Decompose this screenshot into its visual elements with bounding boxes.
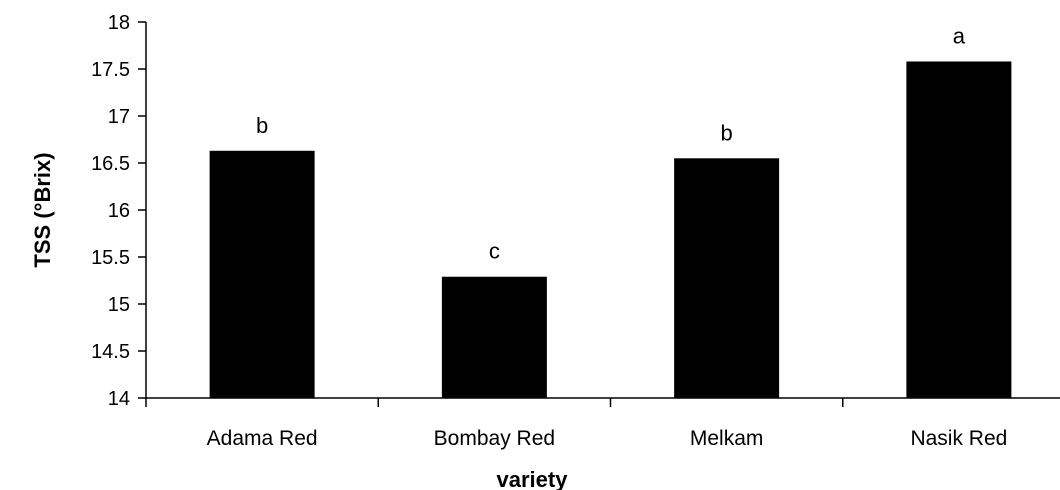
bar: [674, 158, 780, 398]
significance-letter: c: [489, 239, 500, 264]
x-axis-title: variety: [497, 467, 569, 490]
y-tick-label: 14.5: [91, 341, 130, 363]
significance-letter: b: [256, 113, 268, 138]
bar: [209, 150, 315, 398]
y-tick-label: 17.5: [91, 59, 130, 81]
y-tick-label: 16: [108, 200, 130, 222]
y-ticks: 14 14.5 15 15.5 16 16.5 17 17.5 18: [91, 12, 146, 410]
significance-letter: b: [721, 120, 733, 145]
bar: [441, 276, 547, 398]
significance-letter: a: [953, 23, 966, 48]
y-tick-label: 15.5: [91, 247, 130, 269]
x-tick-label: Melkam: [690, 427, 764, 450]
bars: [209, 61, 1012, 398]
x-tick-labels: Adama Red Bombay Red Melkam Nasik Red: [207, 427, 1008, 450]
y-tick-label: 17: [108, 106, 130, 128]
x-ticks: [145, 398, 844, 407]
y-tick-label: 16.5: [91, 153, 130, 175]
x-tick-label: Bombay Red: [434, 427, 555, 450]
y-axis-title: TSS (°Brix): [30, 152, 55, 267]
y-tick-label: 14: [108, 388, 130, 410]
x-tick-label: Adama Red: [207, 427, 318, 450]
y-tick-label: 18: [108, 12, 130, 34]
bar: [906, 61, 1012, 398]
x-tick-label: Nasik Red: [910, 427, 1007, 450]
significance-letters: b c b a: [256, 23, 966, 263]
y-tick-label: 15: [108, 294, 130, 316]
